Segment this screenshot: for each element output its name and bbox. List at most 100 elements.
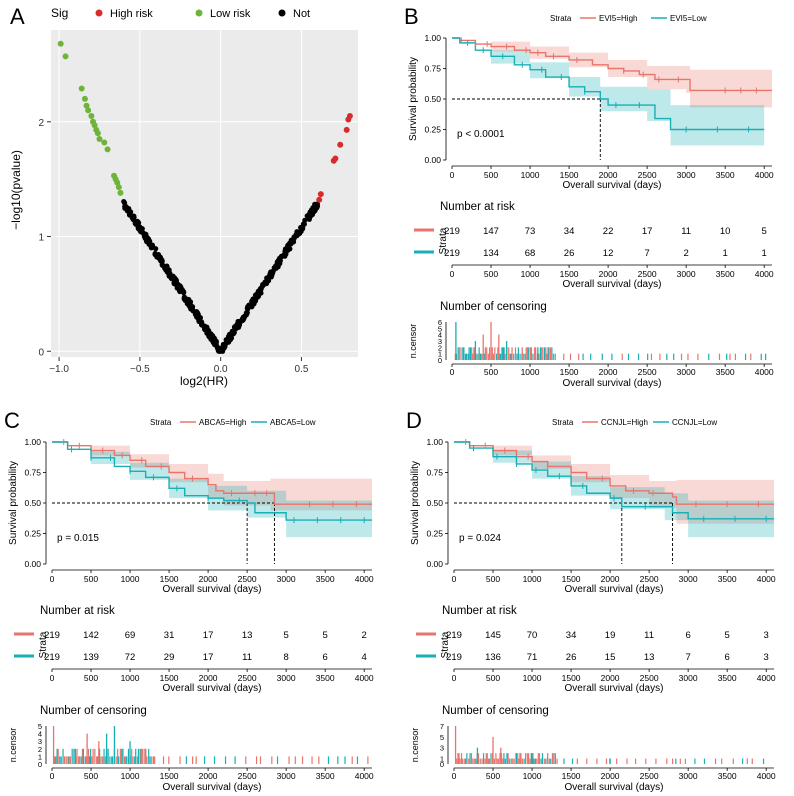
- not-significant-point: [278, 254, 284, 260]
- censor-x-tick-label-8: 4000: [355, 771, 374, 781]
- censor-x-tick-label-1: 500: [84, 771, 98, 781]
- risk-cell-1-6: 8: [283, 652, 288, 663]
- panel-a-points: [57, 40, 353, 354]
- censor-y-tick-label-4: 7: [440, 722, 444, 731]
- x-tick-label-2: 0.0: [214, 364, 228, 375]
- censor-x-tick-label-1: 500: [486, 771, 500, 781]
- y-tick-label-0: 0.00: [426, 559, 443, 569]
- x-axis-label: Overall survival (days): [163, 584, 262, 595]
- risk-cell-0-8: 5: [762, 226, 767, 237]
- legend-high-label: ABCA5=High: [199, 418, 246, 427]
- censor-x-tick-label-3: 1500: [160, 771, 179, 781]
- risk-cell-0-6: 11: [681, 226, 691, 237]
- risk-cell-1-2: 72: [125, 652, 136, 663]
- not-significant-point: [232, 323, 238, 330]
- censor-y-label: n.censor: [410, 728, 420, 763]
- km-curve-low: [452, 37, 765, 131]
- risk-x-tick-label-1: 500: [484, 269, 498, 279]
- x-tick-label-6: 3000: [277, 574, 296, 584]
- panel-a-legend: High risk Low risk Not: [95, 8, 310, 20]
- censor-x-tick-label-0: 0: [450, 367, 455, 377]
- risk-cell-1-8: 3: [764, 652, 769, 663]
- x-tick-label-1: 500: [84, 574, 98, 584]
- risk-cell-1-4: 17: [203, 652, 214, 663]
- not-significant-point: [163, 267, 169, 273]
- y-tick-label-2: 2: [38, 118, 44, 129]
- low-risk-point-16: [114, 179, 121, 186]
- legend-label-0: High risk: [110, 8, 153, 20]
- low-risk-point-13: [104, 146, 111, 153]
- risk-cell-0-1: 147: [483, 226, 499, 237]
- high-risk-point-5: [330, 157, 337, 164]
- risk-x-tick-label-0: 0: [50, 673, 55, 683]
- y-tick-label-3: 0.75: [424, 64, 441, 74]
- censor-y-tick-label-2: 2: [38, 745, 42, 754]
- risk-x-tick-label-3: 1500: [562, 673, 581, 683]
- censor-y-tick-label-6: 6: [438, 318, 442, 327]
- censor-x-tick-label-0: 0: [452, 771, 457, 781]
- not-significant-point: [147, 238, 153, 244]
- y-axis-label: Survival probability: [410, 461, 421, 545]
- not-significant-point: [231, 330, 237, 337]
- censor-x-tick-label-6: 3000: [679, 771, 698, 781]
- risk-cell-1-5: 11: [242, 652, 252, 663]
- not-significant-point: [188, 306, 194, 312]
- not-significant-point: [306, 216, 312, 222]
- risk-cell-0-5: 13: [242, 630, 253, 641]
- not-significant-point: [249, 298, 255, 304]
- y-axis-label: Survival probability: [408, 57, 419, 141]
- panel-a-grid: [51, 30, 358, 357]
- not-significant-point: [186, 299, 192, 305]
- x-tick-label-3: 1500: [562, 574, 581, 584]
- risk-x-tick-label-3: 1500: [160, 673, 179, 683]
- not-significant-point: [139, 226, 145, 232]
- y-tick-label-1: 0.25: [24, 529, 41, 539]
- x-tick-label-1: −0.5: [130, 364, 150, 375]
- risk-cell-0-3: 31: [164, 630, 175, 641]
- not-significant-point: [241, 315, 247, 321]
- censor-x-tick-label-1: 500: [484, 367, 498, 377]
- risk-cell-1-3: 26: [564, 248, 575, 259]
- not-significant-point: [197, 319, 204, 325]
- risk-table-y-label: Strata: [438, 227, 449, 254]
- risk-cell-1-6: 2: [683, 248, 688, 259]
- risk-cell-0-3: 34: [566, 630, 577, 641]
- censor-x-tick-label-3: 1500: [560, 367, 579, 377]
- y-tick-label-2: 0.50: [24, 498, 41, 508]
- risk-cell-1-1: 136: [485, 652, 501, 663]
- risk-x-tick-label-8: 4000: [755, 269, 774, 279]
- censor-x-label: Overall survival (days): [565, 782, 664, 793]
- risk-x-tick-label-4: 2000: [599, 269, 618, 279]
- risk-table-x-label: Overall survival (days): [163, 683, 262, 694]
- risk-cell-1-4: 15: [605, 652, 616, 663]
- not-significant-point: [300, 224, 306, 230]
- low-risk-point-6: [88, 113, 95, 120]
- risk-cell-0-4: 19: [605, 630, 616, 641]
- risk-cell-0-4: 22: [603, 226, 614, 237]
- x-tick-label-0: 0: [450, 170, 455, 180]
- legend-label-1: Low risk: [210, 8, 251, 20]
- high-risk-point-1: [345, 116, 352, 123]
- censor-y-tick-label-1: 1: [438, 350, 442, 359]
- p-value-annotation: p = 0.024: [459, 533, 501, 544]
- censoring-title: Number of censoring: [442, 705, 549, 717]
- risk-x-tick-label-1: 500: [486, 673, 500, 683]
- censor-x-label: Overall survival (days): [563, 378, 662, 389]
- risk-cell-0-1: 142: [83, 630, 99, 641]
- low-risk-point-12: [101, 139, 108, 146]
- risk-table-title: Number at risk: [40, 605, 115, 617]
- legend-low-label: EVI5=Low: [670, 14, 707, 23]
- x-tick-label-0: 0: [50, 574, 55, 584]
- risk-x-tick-label-0: 0: [450, 269, 455, 279]
- censoring-title: Number of censoring: [440, 301, 547, 313]
- km-curve-low: [52, 441, 372, 521]
- risk-cell-0-0: 219: [44, 630, 60, 641]
- x-tick-label-3: 1500: [160, 574, 179, 584]
- risk-x-tick-label-2: 1000: [521, 269, 540, 279]
- risk-cell-0-5: 17: [642, 226, 653, 237]
- not-significant-point: [255, 293, 261, 300]
- x-tick-label-4: 2000: [599, 170, 618, 180]
- low-risk-point-18: [117, 189, 124, 196]
- censor-x-tick-label-5: 2500: [238, 771, 257, 781]
